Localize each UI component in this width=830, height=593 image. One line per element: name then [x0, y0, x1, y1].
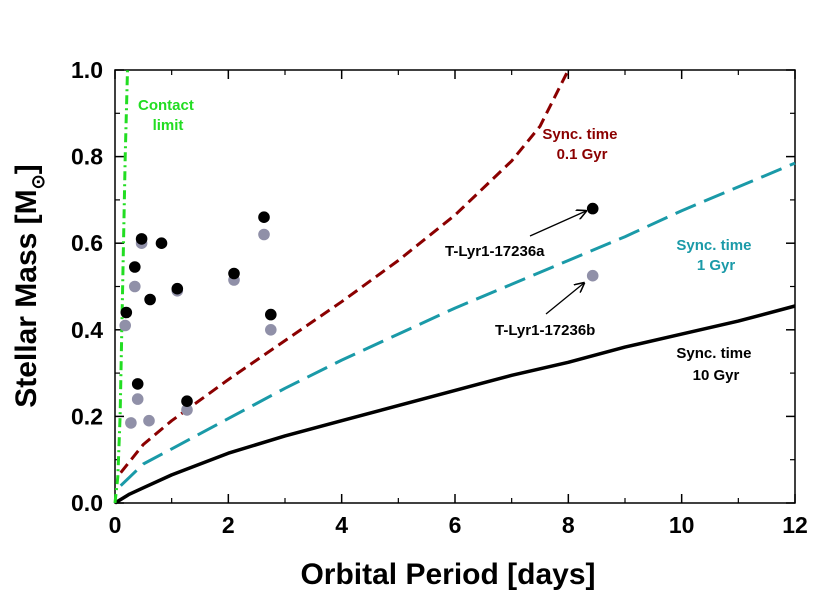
curve-sync-time-1-gyr — [119, 161, 796, 487]
primary-point — [155, 237, 168, 249]
primary-point — [171, 282, 184, 295]
primary-point — [120, 306, 133, 319]
y-tick-label: 0.6 — [71, 230, 103, 256]
y-axis-title-close: ] — [10, 164, 43, 174]
axis-tick-labels: 0 2 4 6 8 10 12 0.0 0.2 0.4 0.6 0.8 1.0 — [71, 57, 808, 538]
secondary-point — [181, 404, 193, 416]
primary-point — [131, 378, 144, 390]
secondary-point — [125, 417, 137, 429]
primary-point — [586, 202, 599, 215]
arrow-to-17236b — [545, 283, 584, 315]
curves-layer — [113, 69, 796, 505]
sun-symbol: ⊙ — [28, 174, 48, 189]
y-tick-label: 1.0 — [71, 57, 103, 83]
primary-point — [228, 267, 240, 280]
primary-point — [129, 261, 141, 273]
secondary-point — [129, 280, 141, 293]
y-tick-label: 0.8 — [71, 144, 103, 170]
x-tick-label: 6 — [449, 512, 462, 538]
sync-1gyr-label: Sync. time 1 Gyr — [676, 237, 755, 274]
secondary-point — [119, 319, 131, 332]
sync-01gyr-label: Sync. time 0.1 Gyr — [542, 126, 621, 163]
sync-10gyr-label: Sync. time 10 Gyr — [676, 345, 755, 384]
primary-point — [258, 211, 270, 223]
arrow-to-17236a — [529, 211, 586, 237]
x-tick-label: 10 — [669, 512, 695, 538]
y-axis-title-text: Stellar Mass [M — [10, 189, 43, 407]
label-t-lyr1-17236a: T-Lyr1-17236a — [445, 243, 545, 260]
axis-ticks — [114, 69, 796, 504]
secondary-point — [131, 393, 144, 405]
x-tick-label: 0 — [109, 512, 122, 538]
y-tick-label: 0.4 — [71, 317, 103, 343]
x-tick-label: 8 — [562, 512, 575, 538]
primary-point — [135, 233, 148, 245]
secondary-point — [258, 228, 270, 241]
secondary-point — [265, 324, 277, 336]
points-layer — [119, 202, 599, 429]
x-tick-label: 4 — [335, 512, 348, 538]
curve-sync-time-10-gyr — [114, 304, 796, 505]
label-t-lyr1-17236b: T-Lyr1-17236b — [495, 322, 595, 339]
x-axis-title: Orbital Period [days] — [300, 558, 595, 591]
y-tick-label: 0.0 — [71, 490, 103, 516]
x-tick-label: 2 — [222, 512, 235, 538]
secondary-point — [143, 414, 155, 427]
primary-point — [265, 308, 277, 321]
secondary-point — [586, 269, 599, 282]
y-axis-title: Stellar Mass [M⊙] — [10, 164, 48, 408]
y-tick-label: 0.2 — [71, 403, 103, 429]
primary-point — [144, 293, 156, 306]
plot-frame — [114, 69, 796, 504]
svg-text:Stellar Mass [M⊙]: Stellar Mass [M⊙] — [10, 164, 48, 408]
curve-sync-time-0-1-gyr — [119, 69, 570, 474]
primary-point — [181, 395, 193, 408]
x-tick-label: 12 — [782, 512, 808, 538]
contact-limit-label: Contact limit — [138, 97, 198, 134]
